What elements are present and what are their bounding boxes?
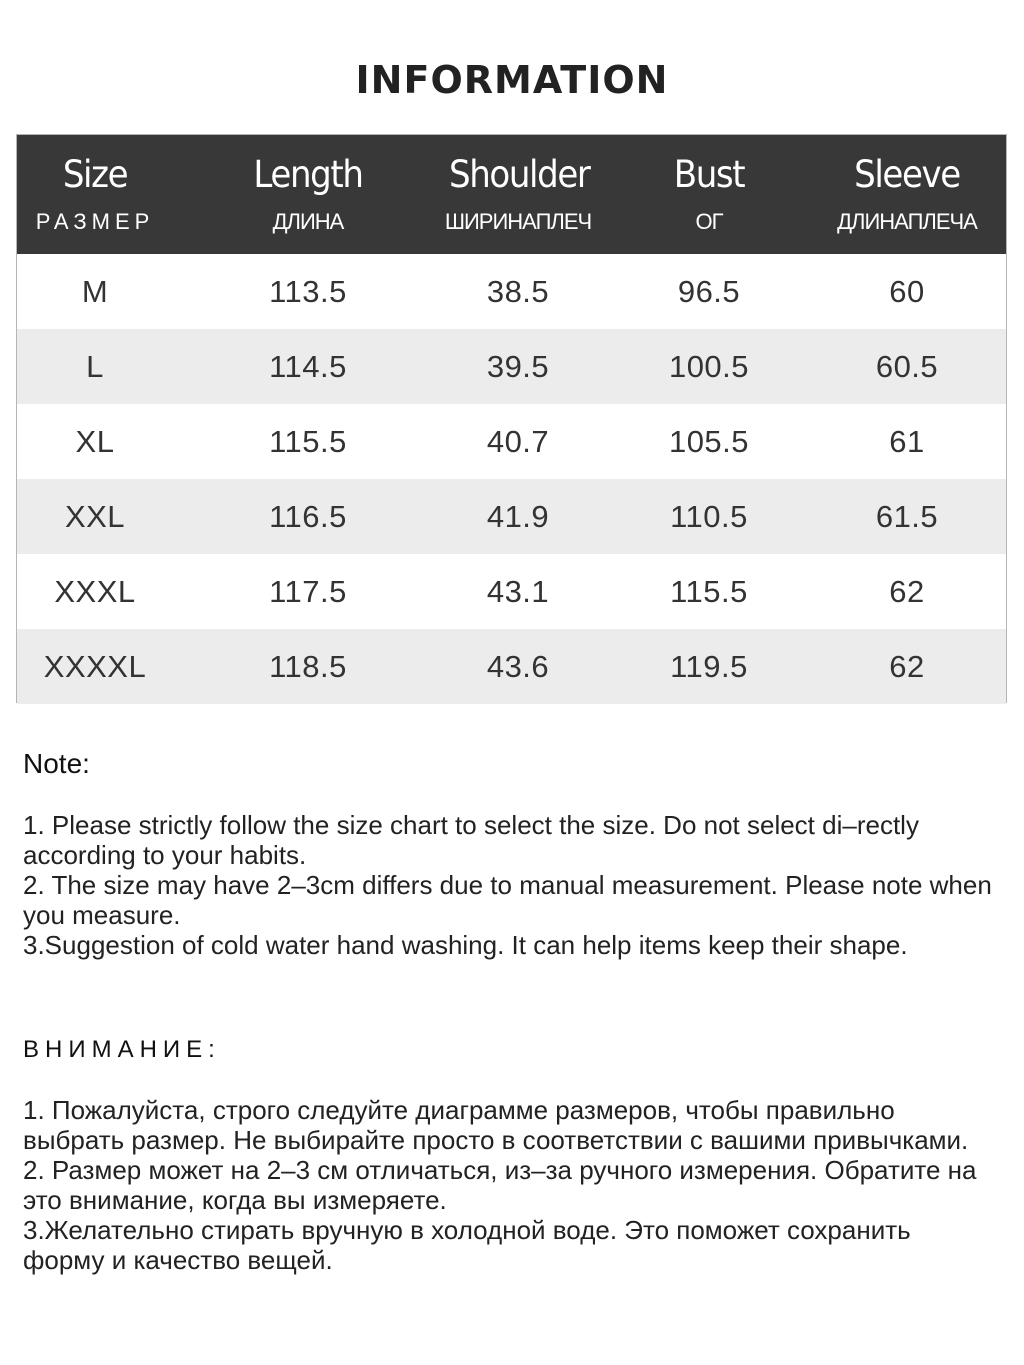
table-cell: XL bbox=[75, 423, 115, 459]
column-header-en: Sleeve bbox=[854, 153, 961, 196]
table-cell: 118.5 bbox=[269, 648, 347, 684]
column-header-en: Shoulder bbox=[449, 153, 591, 196]
column-header-en: Bust bbox=[673, 153, 746, 196]
table-cell: 43.6 bbox=[486, 648, 550, 684]
table-cell: 62 bbox=[889, 573, 925, 609]
table-cell: 96.5 bbox=[677, 273, 741, 309]
table-row: L 114.5 39.5 100.5 60.5 bbox=[17, 329, 1006, 404]
column-header-en: Size bbox=[62, 153, 129, 196]
column-header: Shoulder ШИРИНАПЛЕЧ bbox=[443, 135, 593, 254]
column-header-ru: РАЗМЕР bbox=[35, 209, 155, 234]
table-cell: M bbox=[81, 273, 109, 309]
table-cell: L bbox=[86, 348, 104, 384]
column-header-en: Length bbox=[253, 153, 364, 196]
table-row: XXXXL 118.5 43.6 119.5 62 bbox=[17, 629, 1006, 704]
table-cell: 115.5 bbox=[670, 573, 748, 609]
column-header-ru: ДЛИНА bbox=[272, 209, 345, 234]
size-table: Size РАЗМЕР Length ДЛИНА Shoulder ШИРИНАПЛЕЧ B… bbox=[16, 134, 1007, 704]
table-cell: 43.1 bbox=[486, 573, 550, 609]
table-cell: XXXL bbox=[54, 573, 136, 609]
table-row: XL 115.5 40.7 105.5 61 bbox=[17, 404, 1006, 479]
table-row: XXL 116.5 41.9 110.5 61.5 bbox=[17, 479, 1006, 554]
table-cell: 41.9 bbox=[486, 498, 550, 534]
column-header-ru: ШИРИНАПЛЕЧ bbox=[444, 209, 592, 234]
note-ru-text: 1. Пожалуйста, строго следуйте диаграмме… bbox=[23, 1095, 977, 1275]
table-cell: 117.5 bbox=[269, 573, 347, 609]
table-cell: 60.5 bbox=[875, 348, 939, 384]
table-cell: 100.5 bbox=[668, 348, 750, 384]
table-cell: 39.5 bbox=[486, 348, 550, 384]
column-header: Size РАЗМЕР bbox=[17, 135, 173, 254]
table-cell: 60 bbox=[889, 273, 925, 309]
table-cell: 119.5 bbox=[670, 648, 748, 684]
note-heading: Note: bbox=[23, 748, 90, 779]
page-title: INFORMATION bbox=[355, 58, 669, 102]
table-row: XXXL 117.5 43.1 115.5 62 bbox=[17, 554, 1006, 629]
table-cell: 40.7 bbox=[486, 423, 550, 459]
table-cell: 105.5 bbox=[668, 423, 750, 459]
table-cell: 116.5 bbox=[269, 498, 347, 534]
table-header: Size РАЗМЕР Length ДЛИНА Shoulder ШИРИНАПЛЕЧ B… bbox=[17, 135, 1006, 254]
table-cell: 114.5 bbox=[269, 348, 347, 384]
column-header: Length ДЛИНА bbox=[173, 135, 443, 254]
column-header-ru: ДЛИНАПЛЕЧА bbox=[837, 209, 978, 234]
note-text: 1. Please strictly follow the size chart… bbox=[23, 810, 992, 960]
column-header-ru: ОГ bbox=[695, 209, 723, 234]
table-row: M 113.5 38.5 96.5 60 bbox=[17, 254, 1006, 329]
table-cell: XXL bbox=[64, 498, 126, 534]
column-header: Sleeve ДЛИНАПЛЕЧА bbox=[825, 135, 989, 254]
table-cell: 61.5 bbox=[875, 498, 939, 534]
table-cell: 61 bbox=[889, 423, 925, 459]
table-cell: 113.5 bbox=[269, 273, 347, 309]
table-cell: 62 bbox=[889, 648, 925, 684]
note-ru-heading: ВНИМАНИЕ: bbox=[23, 1036, 221, 1063]
table-cell: 115.5 bbox=[269, 423, 347, 459]
table-cell: 110.5 bbox=[670, 498, 748, 534]
column-header: Bust ОГ bbox=[593, 135, 825, 254]
table-cell: XXXXL bbox=[43, 648, 147, 684]
table-cell: 38.5 bbox=[486, 273, 550, 309]
